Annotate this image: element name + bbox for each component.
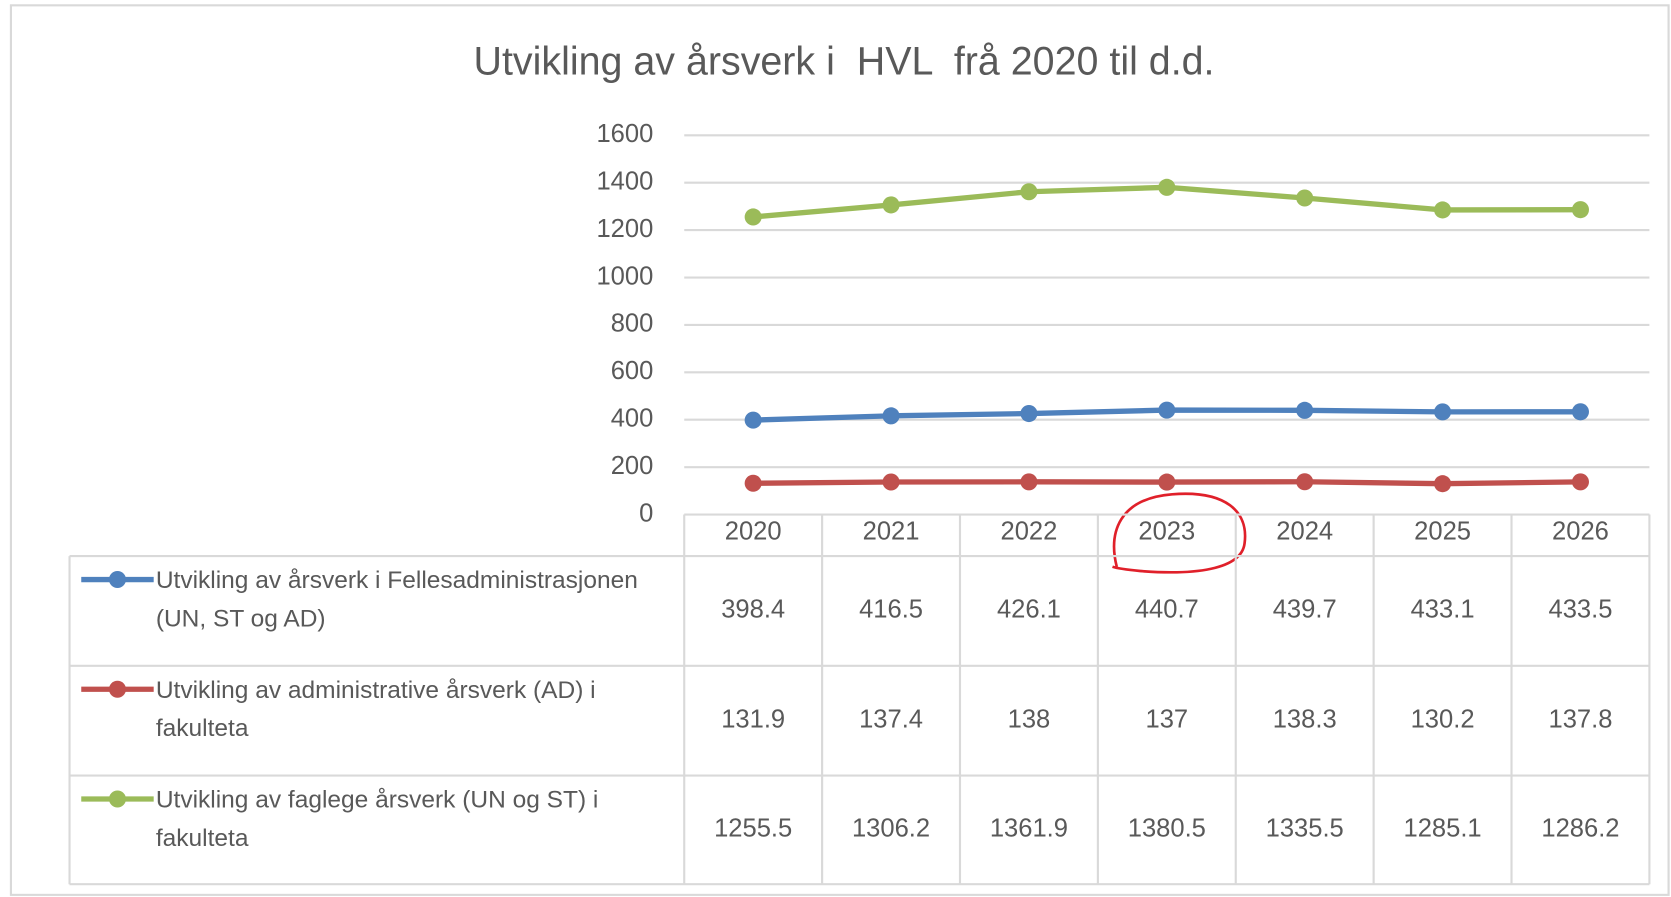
data-point (1158, 473, 1176, 491)
data-point (1020, 405, 1038, 423)
y-tick-label: 600 (611, 357, 654, 385)
table-value: 1285.1 (1404, 815, 1482, 843)
legend-box: Utvikling av faglege årsverk (UN og ST) … (155, 785, 599, 852)
data-point (1434, 475, 1452, 493)
legend-swatch-dot (108, 790, 126, 808)
y-tick-label: 0 (639, 499, 653, 527)
data-point (744, 474, 762, 492)
x-tick-label: 2023 (1138, 517, 1195, 545)
legend-label: Utvikling av årsverk i Fellesadministras… (155, 565, 638, 632)
data-point (1571, 201, 1589, 219)
x-tick-label: 2021 (863, 517, 920, 545)
table-value: 439.7 (1273, 596, 1337, 624)
y-tick-label: 1200 (596, 215, 653, 243)
table-value: 398.4 (721, 596, 785, 624)
chart-border (9, 4, 1670, 896)
y-tick-label: 400 (611, 404, 654, 432)
y-tick-label: 1400 (596, 167, 653, 195)
table-value: 138.3 (1273, 705, 1337, 733)
data-point (1296, 189, 1314, 207)
table-value: 130.2 (1411, 705, 1475, 733)
table-value: 1361.9 (990, 815, 1068, 843)
table-value: 137.8 (1548, 705, 1612, 733)
annotation-circle (1112, 492, 1247, 574)
table-value: 433.1 (1411, 596, 1475, 624)
x-tick-label: 2022 (1001, 517, 1058, 545)
table-value: 1380.5 (1128, 815, 1206, 843)
y-tick-label: 800 (611, 310, 654, 338)
table-value: 440.7 (1135, 596, 1199, 624)
legend-swatch-dot (108, 571, 126, 589)
legend-box: Utvikling av årsverk i Fellesadministras… (155, 565, 638, 632)
table-value: 1286.2 (1541, 815, 1619, 843)
table-value: 416.5 (859, 596, 923, 624)
table-value: 1255.5 (714, 815, 792, 843)
legend-swatch-dot (108, 680, 126, 698)
x-tick-label: 2024 (1276, 517, 1333, 545)
table-value: 1335.5 (1266, 815, 1344, 843)
data-point (882, 196, 900, 214)
y-tick-label: 200 (611, 452, 654, 480)
legend-label: Utvikling av faglege årsverk (UN og ST) … (155, 785, 599, 852)
data-point (1571, 403, 1589, 421)
chart-title: Utvikling av årsverk i HVL frå 2020 til … (474, 39, 1215, 83)
data-point (744, 411, 762, 429)
data-point (1434, 201, 1452, 219)
x-tick-label: 2020 (725, 517, 782, 545)
data-point (1020, 473, 1038, 491)
table-value: 433.5 (1548, 596, 1612, 624)
data-point (882, 473, 900, 491)
data-point (1296, 401, 1314, 419)
data-point (1020, 183, 1038, 201)
table-value: 131.9 (721, 705, 785, 733)
table-value: 137 (1146, 705, 1189, 733)
data-point (1296, 473, 1314, 491)
data-point (1158, 178, 1176, 196)
x-tick-label: 2025 (1414, 517, 1471, 545)
legend-label: Utvikling av administrative årsverk (AD)… (155, 675, 596, 742)
data-point (1571, 473, 1589, 491)
data-point (882, 407, 900, 425)
data-point (1158, 401, 1176, 419)
table-value: 426.1 (997, 596, 1061, 624)
y-tick-label: 1600 (596, 120, 653, 148)
table-value: 137.4 (859, 705, 923, 733)
y-tick-label: 1000 (596, 262, 653, 290)
legend-box: Utvikling av administrative årsverk (AD)… (155, 675, 596, 742)
data-point (744, 208, 762, 226)
table-value: 1306.2 (852, 815, 930, 843)
table-value: 138 (1008, 705, 1051, 733)
data-point (1434, 403, 1452, 421)
x-tick-label: 2026 (1552, 517, 1609, 545)
